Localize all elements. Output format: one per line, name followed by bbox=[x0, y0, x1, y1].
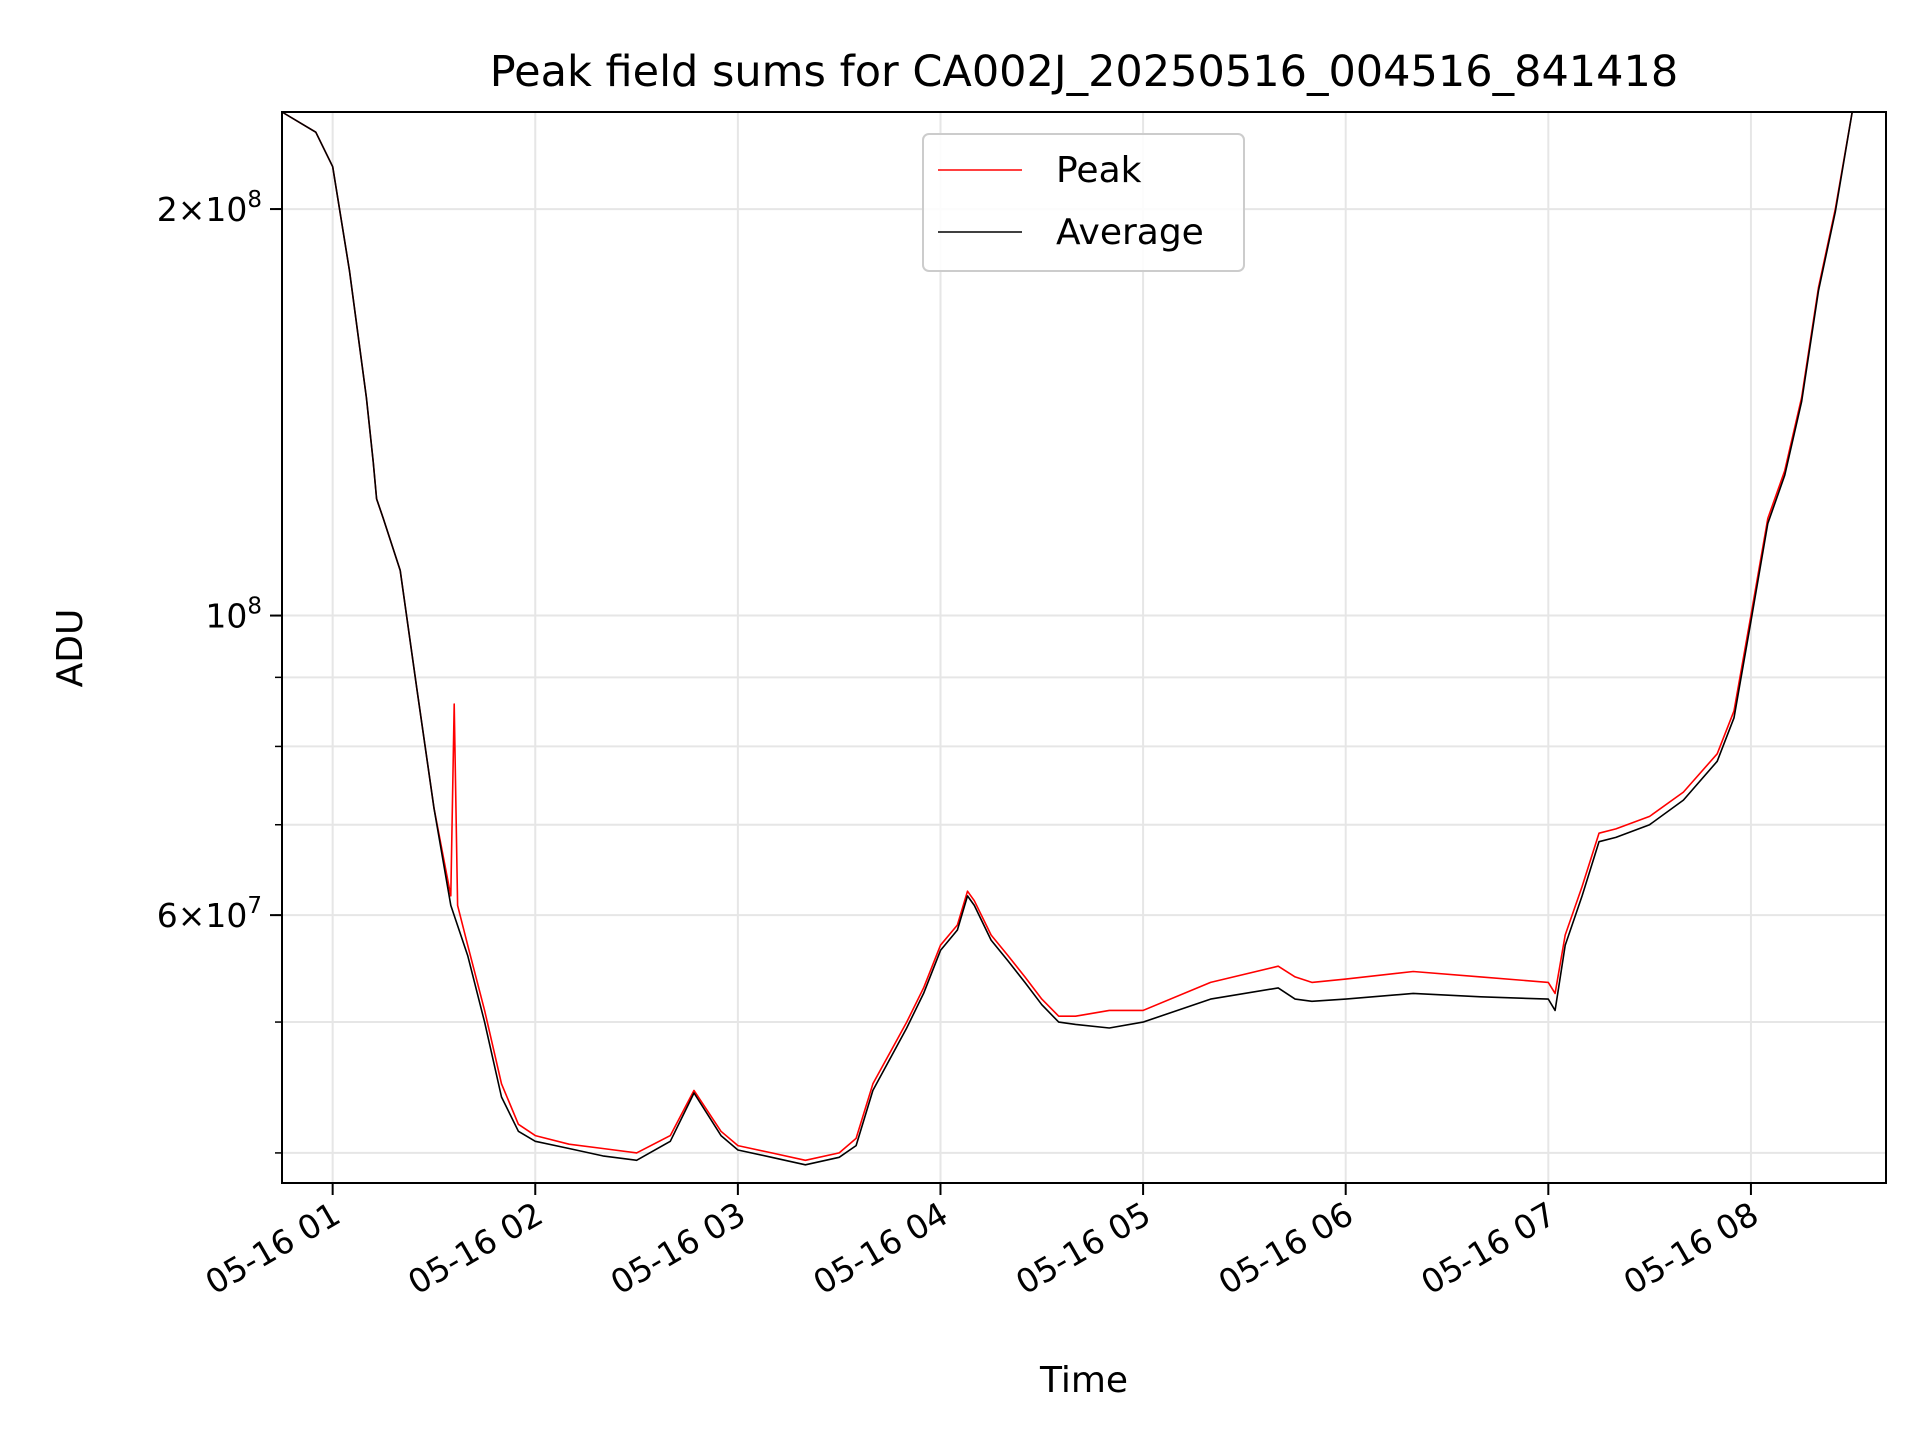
chart-title: Peak field sums for CA002J_20250516_0045… bbox=[490, 47, 1678, 97]
y-axis-ticks: 6×107 108 2×108 bbox=[157, 187, 282, 1154]
legend-label-average: Average bbox=[1056, 212, 1204, 253]
series-layer bbox=[281, 111, 1886, 1166]
y-tick-label: 2×108 bbox=[157, 187, 262, 229]
y-axis-label: ADU bbox=[50, 609, 91, 688]
series-line-average bbox=[281, 111, 1886, 1166]
y-tick-label: 6×107 bbox=[157, 893, 262, 935]
y-gridlines bbox=[282, 208, 1886, 1154]
y-tick-label: 108 bbox=[205, 594, 262, 636]
legend: Peak Average bbox=[922, 133, 1245, 272]
plot-frame bbox=[281, 111, 1887, 1184]
series-line-peak bbox=[281, 111, 1886, 1162]
x-gridlines bbox=[331, 112, 1752, 1183]
legend-label-peak: Peak bbox=[1056, 150, 1142, 191]
x-axis-label: Time bbox=[1039, 1360, 1128, 1401]
legend-box bbox=[922, 133, 1245, 272]
